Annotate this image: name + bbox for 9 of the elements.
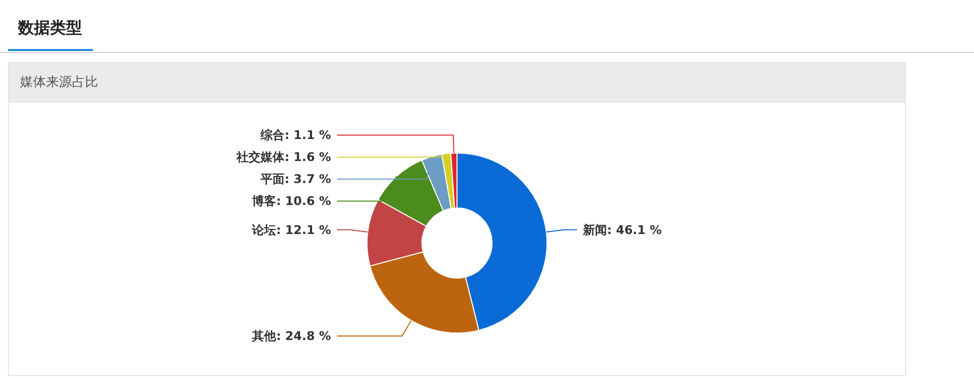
- slice-label: 综合: 1.1 %: [260, 128, 331, 142]
- slice-label: 博客: 10.6 %: [251, 194, 331, 208]
- text: 数据类型: [18, 18, 82, 39]
- slice-label: 其他: 24.8 %: [251, 328, 331, 343]
- text: 媒体来源占比: [9, 63, 905, 103]
- slice-label: 新闻: 46.1 %: [582, 222, 662, 237]
- slice-label: 论坛: 12.1 %: [251, 222, 331, 237]
- slice-label: 社交媒体: 1.6 %: [236, 150, 331, 164]
- slice-label: 平面: 3.7 %: [260, 172, 331, 186]
